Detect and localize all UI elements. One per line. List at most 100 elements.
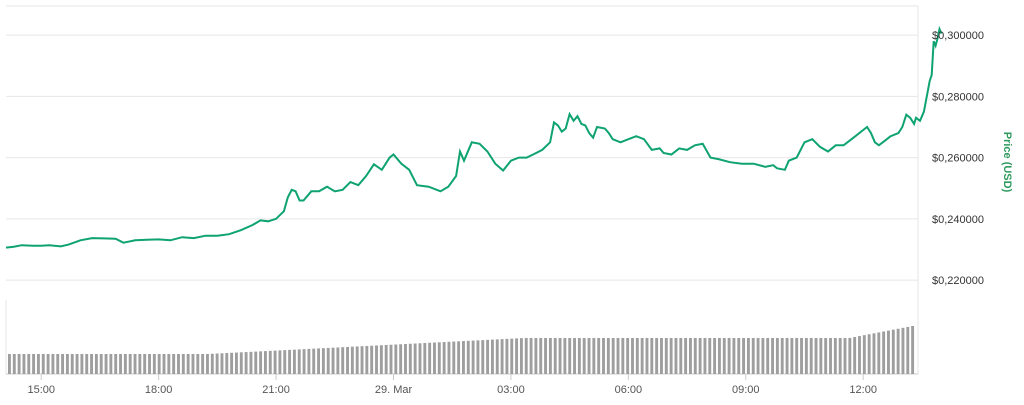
x-tick-label: 21:00: [262, 384, 290, 396]
volume-bar: [713, 338, 717, 374]
volume-bar: [727, 338, 731, 374]
volume-bar: [143, 354, 147, 374]
volume-bar: [133, 354, 137, 374]
x-tick-label: 09:00: [732, 384, 760, 396]
volume-bar: [423, 343, 427, 374]
volume-bar: [17, 354, 21, 374]
volume-bar: [524, 338, 528, 374]
volume-bar: [375, 345, 378, 374]
volume-bar: [611, 338, 615, 374]
volume-bar: [544, 338, 548, 374]
x-tick-label: 12:00: [849, 384, 877, 396]
volume-bar: [152, 354, 156, 374]
volume-bar: [901, 327, 905, 374]
volume-bar: [548, 338, 552, 374]
volume-bar: [775, 338, 779, 374]
volume-bar: [312, 348, 316, 374]
volume-bar: [592, 338, 596, 374]
volume-bar: [119, 354, 122, 374]
volume-bar: [288, 349, 292, 374]
volume-bar: [307, 348, 311, 374]
volume-bar: [848, 337, 852, 374]
volume-bar: [215, 353, 219, 374]
volume-bar: [742, 338, 746, 374]
volume-bar: [114, 354, 118, 374]
volume-bar: [746, 338, 750, 374]
volume-bar: [519, 338, 523, 374]
volume-bar: [829, 338, 832, 374]
volume-bar: [172, 354, 176, 374]
volume-bar: [433, 342, 436, 374]
volume-bar: [428, 342, 432, 374]
volume-bar: [698, 338, 702, 374]
volume-bar: [655, 338, 659, 374]
volume-bar: [693, 338, 697, 374]
volume-bar: [341, 347, 345, 374]
volume-bar: [563, 338, 567, 374]
volume-bar: [457, 341, 461, 374]
volume-bar: [717, 338, 721, 374]
volume-bar: [384, 344, 388, 374]
volume-bar: [761, 338, 765, 374]
volume-bar: [887, 330, 890, 374]
volume-bar: [186, 354, 190, 374]
volume-bar: [350, 346, 354, 374]
volume-bar: [722, 338, 726, 374]
volume-bar: [408, 343, 412, 374]
volume-bar: [46, 354, 50, 374]
volume-bar: [177, 354, 180, 374]
volume-bar: [650, 338, 654, 374]
volume-bar: [249, 351, 253, 374]
volume-bar: [587, 338, 591, 374]
volume-bar: [577, 338, 581, 374]
x-tick-label: 06:00: [615, 384, 643, 396]
x-tick-label: 15:00: [27, 384, 55, 396]
volume-bar: [331, 347, 335, 374]
volume-bar: [206, 354, 209, 374]
volume-bar: [32, 354, 36, 374]
volume-bar: [558, 338, 562, 374]
volume-bar: [41, 354, 45, 374]
volume-bar: [766, 338, 770, 374]
volume-bar: [138, 354, 142, 374]
y-tick-label: $0,260000: [932, 153, 984, 165]
volume-bar: [51, 354, 55, 374]
volume-bar: [225, 353, 229, 374]
volume-bar: [191, 354, 195, 374]
grid-lines: [5, 5, 919, 375]
y-tick-label: $0,220000: [932, 275, 984, 287]
volume-bar: [669, 338, 673, 374]
volume-bar: [302, 349, 306, 374]
volume-bar: [490, 339, 494, 374]
volume-bar: [394, 344, 398, 374]
volume-bar: [418, 343, 422, 374]
volume-bar: [626, 338, 630, 374]
volume-bar: [481, 340, 485, 374]
volume-bar: [510, 338, 514, 374]
volume-bar: [529, 338, 533, 374]
volume-bar: [109, 354, 113, 374]
volume-bar: [906, 326, 910, 374]
volume-bar: [297, 349, 301, 374]
volume-bar: [365, 345, 369, 374]
volume-bar: [220, 353, 224, 374]
price-series-line: [5, 25, 943, 249]
volume-bar: [882, 331, 886, 374]
volume-bar: [317, 348, 321, 374]
volume-bar: [61, 354, 65, 374]
x-tick-label: 29. Mar: [375, 384, 413, 396]
volume-bar: [602, 338, 605, 374]
volume-bar: [790, 338, 794, 374]
volume-bar: [196, 354, 200, 374]
volume-bar: [399, 344, 403, 374]
volume-bar: [263, 351, 267, 374]
y-tick-label: $0,240000: [932, 214, 984, 226]
volume-bar: [645, 338, 649, 374]
volume-bar: [674, 338, 678, 374]
volume-bar: [515, 338, 519, 374]
volume-bar: [65, 354, 69, 374]
volume-bar: [606, 338, 610, 374]
volume-bar: [90, 354, 94, 374]
volume-bar: [157, 354, 161, 374]
volume-bar: [877, 332, 881, 374]
